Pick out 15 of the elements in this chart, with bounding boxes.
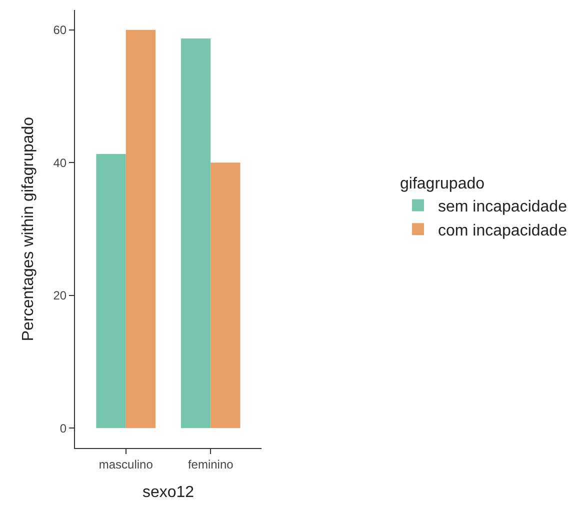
bar xyxy=(180,38,211,428)
y-tick-label: 0 xyxy=(60,421,67,436)
bar xyxy=(96,154,126,428)
y-tick-label: 60 xyxy=(53,23,67,38)
y-tick-label: 40 xyxy=(53,156,67,170)
x-tick-label: feminino xyxy=(188,457,234,472)
x-axis-title: sexo12 xyxy=(142,484,194,502)
y-axis-title: Percentages within gifagrupado xyxy=(20,116,38,342)
bar xyxy=(126,30,156,428)
legend-title: gifagrupado xyxy=(400,175,485,192)
y-tick-label: 20 xyxy=(53,288,67,303)
legend-label: com incapacidade xyxy=(438,222,568,240)
bar xyxy=(210,162,240,428)
x-tick-label: masculino xyxy=(98,457,154,472)
legend-label: sem incapacidade xyxy=(438,198,568,216)
